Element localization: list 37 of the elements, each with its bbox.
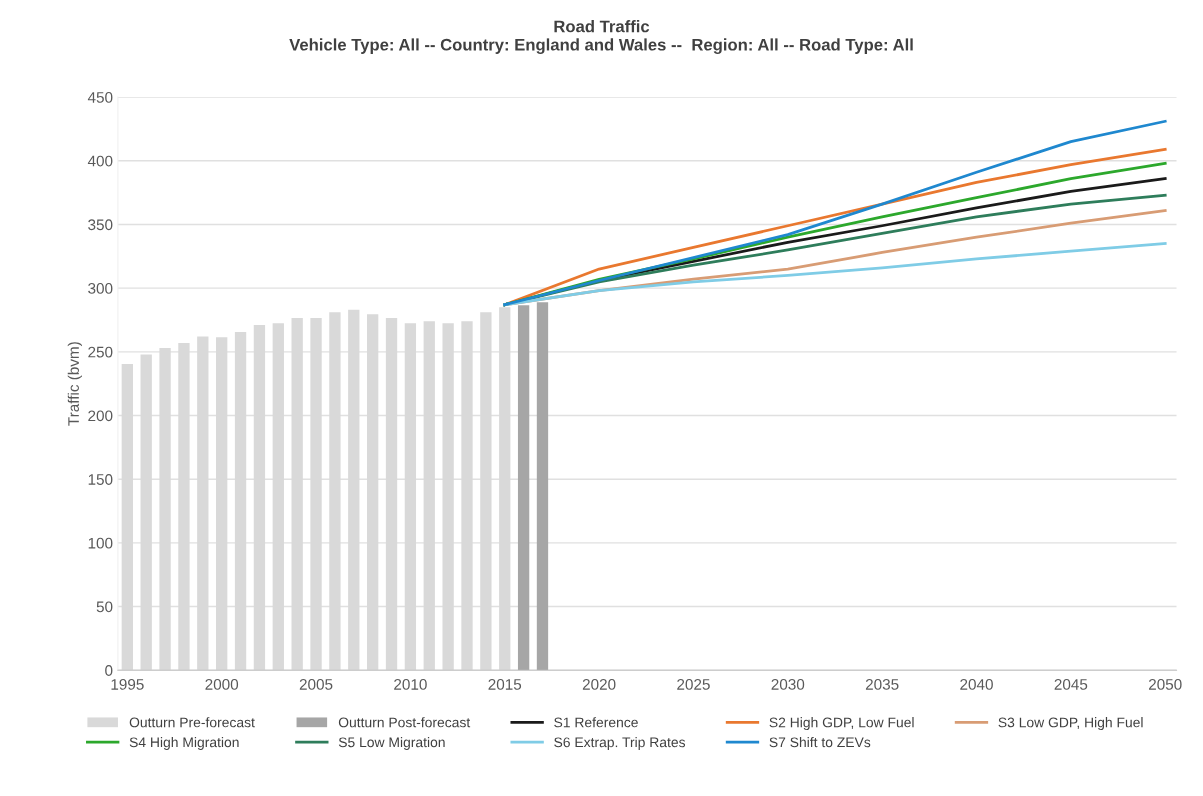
legend-label: S7 Shift to ZEVs (769, 737, 871, 748)
y-axis-title: Traffic (bvm) (67, 342, 82, 426)
x-tick-label: 2015 (488, 678, 522, 690)
x-tick-label: 2020 (582, 678, 616, 690)
x-tick-label: 2000 (205, 678, 239, 690)
x-tick-label: 1995 (111, 678, 144, 690)
y-tick-label: 300 (88, 283, 113, 294)
y-tick-label: 50 (96, 601, 113, 613)
x-tick-label: 2010 (394, 678, 427, 690)
y-tick-label: 100 (88, 537, 113, 549)
legend-label: S2 High GDP, Low Fuel (769, 717, 914, 731)
line-series (503, 242, 1167, 307)
legend-label: S5 Low Migration (338, 737, 445, 750)
y-tick-label: 250 (88, 346, 113, 358)
y-tick-label: 400 (87, 155, 113, 167)
legend-label: S1 Reference (554, 717, 638, 728)
chart-subtitle: Vehicle Type: All -- Country: England and Wales -- Region: All -- Road Type: All (289, 38, 913, 54)
chart-title: Road Traffic (554, 20, 650, 33)
legend-label: Outturn Pre-forecast (129, 717, 255, 728)
x-tick-label: 2005 (299, 678, 333, 690)
x-tick-label: 2025 (677, 678, 710, 690)
x-tick-label: 2030 (771, 678, 805, 690)
legend-label: S4 High Migration (129, 737, 239, 750)
legend-label: S3 Low GDP, High Fuel (998, 717, 1143, 731)
legend-label: S6 Extrap. Trip Rates (554, 737, 686, 750)
bar (517, 305, 530, 671)
y-tick-label: 450 (87, 91, 113, 103)
x-tick-label: 2050 (1148, 678, 1182, 690)
x-tick-label: 2040 (960, 678, 993, 690)
y-tick-label: 0 (105, 665, 113, 676)
legend-label: Outturn Post-forecast (338, 717, 471, 728)
y-tick-label: 150 (88, 474, 113, 485)
x-tick-label: 2045 (1054, 678, 1088, 690)
bar (536, 302, 549, 671)
y-tick-label: 200 (88, 410, 113, 422)
y-tick-label: 350 (88, 219, 113, 231)
x-tick-label: 2035 (865, 678, 899, 690)
